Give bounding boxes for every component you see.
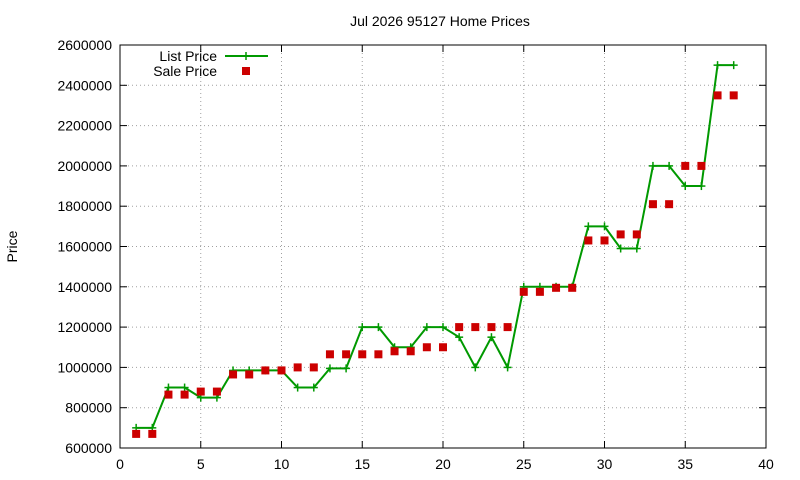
sale-price-point — [665, 200, 674, 209]
x-tick-label: 40 — [758, 456, 774, 472]
sale-price-point — [358, 350, 367, 359]
y-tick-label: 1600000 — [57, 239, 112, 255]
sale-price-point — [390, 347, 399, 356]
y-tick-label: 1200000 — [57, 319, 112, 335]
sale-price-point — [245, 370, 254, 379]
sale-price-point — [439, 343, 447, 352]
sale-price-point — [584, 236, 593, 245]
list-price-point — [180, 383, 189, 392]
plot-frame — [119, 44, 767, 449]
sale-price-point — [229, 370, 238, 379]
y-tick-label: 800000 — [65, 400, 112, 416]
sale-price-point — [535, 287, 544, 296]
sale-price-point — [261, 366, 270, 375]
sale-price-point — [180, 390, 189, 399]
sale-price-point — [729, 91, 738, 100]
sale-price-point — [552, 283, 561, 292]
sale-price-point — [487, 323, 496, 332]
x-tick-label: 15 — [354, 456, 370, 472]
sale-price-point — [600, 236, 609, 245]
x-tick-label: 30 — [597, 456, 613, 472]
list-price-point — [487, 333, 496, 342]
list-price-point — [632, 244, 641, 253]
sale-price-point — [196, 387, 205, 396]
list-price-point — [648, 161, 657, 170]
sale-price-point — [632, 230, 641, 239]
list-price-point — [697, 182, 706, 191]
grid-lines — [120, 45, 766, 448]
x-tick-label: 0 — [116, 456, 124, 472]
y-tick-label: 2000000 — [57, 158, 112, 174]
sale-price-point — [713, 91, 722, 100]
series-list-price — [132, 61, 738, 432]
y-tick-label: 2400000 — [57, 77, 112, 93]
legend-label-sale-price: Sale Price — [153, 63, 217, 79]
list-price-point — [503, 363, 512, 372]
y-tick-label: 2600000 — [57, 37, 112, 53]
sale-price-point — [648, 200, 657, 209]
sale-price-point — [697, 161, 706, 170]
legend-label-list-price: List Price — [159, 48, 217, 64]
x-tick-label: 5 — [197, 456, 205, 472]
sale-price-point — [164, 390, 173, 399]
list-price-point — [422, 323, 431, 332]
axis-ticks: 600000 800000 1000000 1200000 1400000 1600000… — [57, 37, 774, 472]
y-tick-label: 1000000 — [57, 359, 112, 375]
x-tick-label: 20 — [435, 456, 451, 472]
legend-marker — [242, 52, 250, 60]
list-price-point — [342, 364, 351, 373]
legend: List Price Sale Price — [153, 48, 268, 79]
list-price-point — [325, 364, 334, 373]
list-price-point — [729, 61, 738, 70]
sale-price-point — [616, 230, 625, 239]
list-price-point — [471, 363, 480, 372]
list-price-point — [713, 61, 722, 70]
chart-title: Jul 2026 95127 Home Prices — [350, 13, 530, 29]
list-price-point — [374, 323, 383, 332]
list-price-point — [665, 161, 674, 170]
y-tick-label: 1800000 — [57, 198, 112, 214]
list-price-point — [358, 323, 367, 332]
sale-price-point — [277, 366, 286, 375]
sale-price-point — [406, 347, 415, 356]
x-tick-label: 10 — [274, 456, 290, 472]
list-price-point — [293, 383, 302, 392]
sale-price-point — [519, 287, 528, 296]
list-price-point — [164, 383, 173, 392]
x-tick-label: 25 — [516, 456, 532, 472]
sale-price-point — [212, 387, 221, 396]
list-price-point — [681, 182, 690, 191]
list-price-point — [616, 244, 625, 253]
sale-price-point — [455, 323, 464, 332]
sale-price-point — [132, 429, 141, 438]
y-tick-label: 1400000 — [57, 279, 112, 295]
sale-price-point — [422, 343, 431, 352]
legend-sample-list-price — [225, 52, 268, 60]
series-layer — [132, 61, 738, 438]
sale-price-point — [374, 350, 383, 359]
list-price-point — [584, 222, 593, 231]
sale-price-point — [342, 350, 351, 359]
sale-price-point — [309, 363, 318, 372]
y-tick-label: 600000 — [65, 440, 112, 456]
sale-price-point — [471, 323, 480, 332]
list-price-point — [455, 333, 464, 342]
y-tick-label: 2200000 — [57, 118, 112, 134]
list-price-point — [439, 323, 447, 332]
sale-price-point — [148, 429, 157, 438]
sale-price-point — [681, 161, 690, 170]
legend-sample-sale-price — [242, 67, 250, 75]
x-tick-label: 35 — [677, 456, 693, 472]
sale-price-point — [568, 283, 577, 292]
list-price-point — [600, 222, 609, 231]
sale-price-point — [503, 323, 512, 332]
list-price-point — [309, 383, 318, 392]
sale-price-point — [325, 350, 334, 359]
legend-marker — [242, 67, 250, 75]
sale-price-point — [293, 363, 302, 372]
series-sale-price — [132, 91, 738, 438]
y-axis-label: Price — [4, 230, 20, 262]
